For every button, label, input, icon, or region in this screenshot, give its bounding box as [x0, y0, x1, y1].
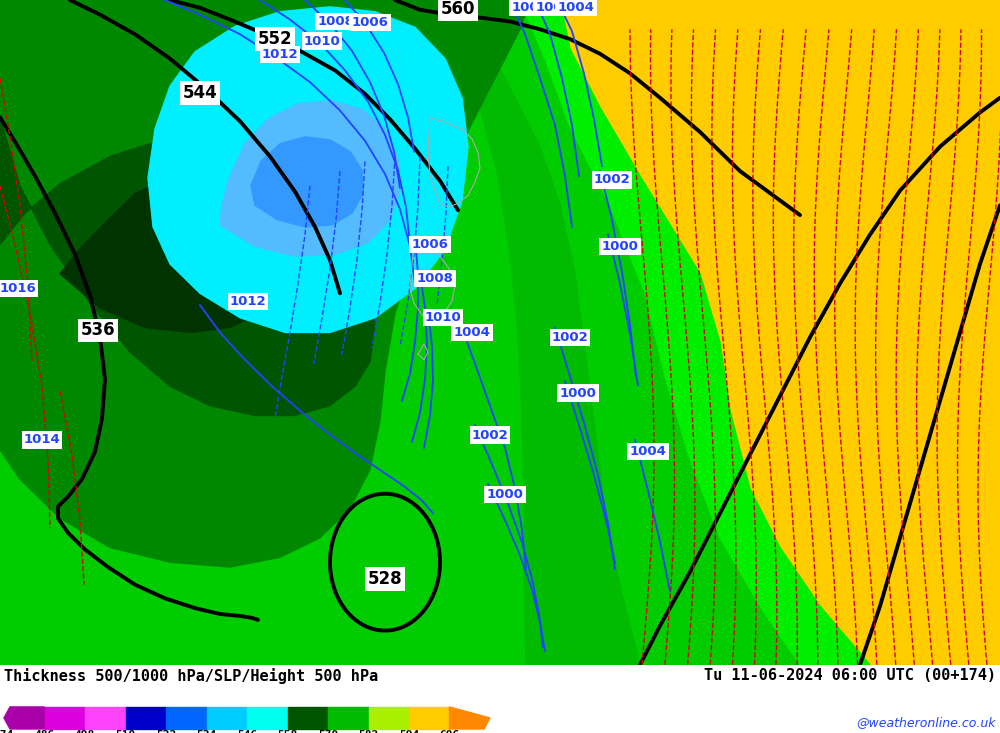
Text: 594: 594: [399, 730, 419, 733]
Text: 522: 522: [156, 730, 176, 733]
Text: 546: 546: [237, 730, 257, 733]
Text: 528: 528: [368, 570, 402, 588]
Text: 1008: 1008: [318, 15, 354, 28]
Polygon shape: [44, 707, 85, 729]
Text: 474: 474: [0, 730, 14, 733]
Polygon shape: [0, 117, 375, 416]
Text: 1000: 1000: [487, 488, 523, 501]
Polygon shape: [4, 707, 44, 729]
Text: 1008: 1008: [512, 1, 548, 15]
Text: 534: 534: [196, 730, 217, 733]
Polygon shape: [60, 173, 285, 333]
Text: Thickness 500/1000 hPa/SLP/Height 500 hPa: Thickness 500/1000 hPa/SLP/Height 500 hP…: [4, 668, 378, 684]
Text: 582: 582: [358, 730, 379, 733]
Polygon shape: [251, 137, 363, 226]
Text: 552: 552: [258, 30, 292, 48]
Polygon shape: [440, 0, 640, 665]
Polygon shape: [126, 707, 166, 729]
Polygon shape: [328, 707, 368, 729]
Text: 1006: 1006: [536, 1, 572, 15]
Text: 536: 536: [81, 322, 115, 339]
Polygon shape: [220, 100, 400, 256]
Text: 606: 606: [439, 730, 460, 733]
Polygon shape: [560, 0, 1000, 665]
Text: 510: 510: [115, 730, 136, 733]
Text: 560: 560: [441, 0, 475, 18]
Text: 1004: 1004: [558, 1, 594, 15]
Text: 1008: 1008: [417, 272, 453, 285]
Text: 1010: 1010: [304, 34, 340, 48]
Text: 1004: 1004: [630, 445, 666, 458]
Text: 558: 558: [277, 730, 298, 733]
Polygon shape: [409, 707, 450, 729]
Text: 1000: 1000: [602, 240, 638, 253]
Polygon shape: [0, 0, 530, 567]
Polygon shape: [85, 707, 126, 729]
Polygon shape: [148, 7, 468, 333]
Text: 486: 486: [34, 730, 55, 733]
Text: 1002: 1002: [552, 331, 588, 344]
Text: Tu 11-06-2024 06:00 UTC (00+174): Tu 11-06-2024 06:00 UTC (00+174): [704, 668, 996, 683]
Text: 1010: 1010: [425, 312, 461, 324]
Text: @weatheronline.co.uk: @weatheronline.co.uk: [856, 716, 996, 729]
Text: 1004: 1004: [454, 326, 490, 339]
Polygon shape: [450, 707, 490, 729]
Polygon shape: [247, 707, 288, 729]
Polygon shape: [368, 707, 409, 729]
Text: 1006: 1006: [412, 238, 448, 251]
Text: 1016: 1016: [0, 282, 36, 295]
Text: 570: 570: [318, 730, 338, 733]
Polygon shape: [520, 0, 870, 665]
Text: 1014: 1014: [24, 433, 60, 446]
Text: 1000: 1000: [560, 386, 596, 399]
Text: 1012: 1012: [262, 48, 298, 62]
Text: 544: 544: [183, 84, 217, 102]
Text: 1006: 1006: [352, 16, 388, 29]
Text: 1002: 1002: [594, 174, 630, 186]
Text: 498: 498: [75, 730, 95, 733]
Polygon shape: [288, 707, 328, 729]
Polygon shape: [166, 707, 207, 729]
Text: 1012: 1012: [230, 295, 266, 308]
Polygon shape: [207, 707, 247, 729]
Text: 1002: 1002: [472, 429, 508, 441]
